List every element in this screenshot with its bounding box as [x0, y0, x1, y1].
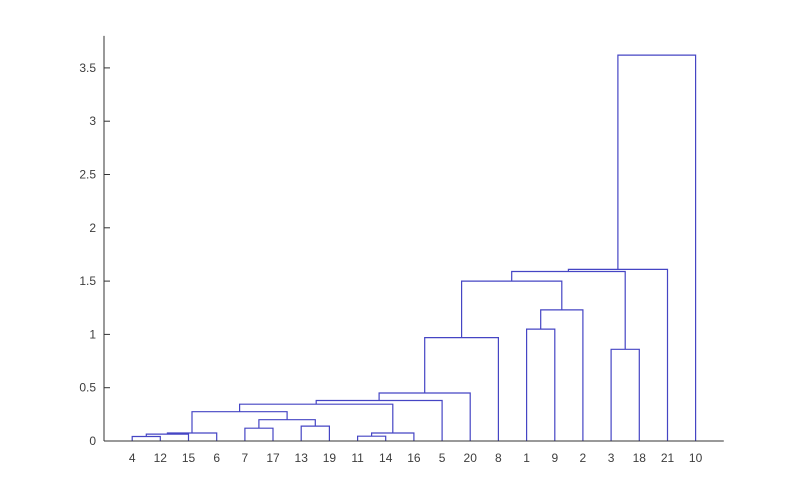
x-tick-label: 10: [689, 451, 703, 465]
x-tick-label: 1: [523, 451, 530, 465]
x-tick-label: 18: [633, 451, 647, 465]
x-tick-label: 12: [154, 451, 168, 465]
y-tick-label: 3.5: [79, 61, 96, 75]
y-tick-label: 3: [89, 114, 96, 128]
x-tick-label: 17: [266, 451, 280, 465]
cluster-link: [300, 425, 330, 441]
x-tick-label: 20: [464, 451, 478, 465]
x-tick-label: 7: [242, 451, 249, 465]
x-tick-label: 21: [661, 451, 675, 465]
y-tick-label: 0.5: [79, 381, 96, 395]
cluster-link: [258, 419, 316, 429]
cluster-link: [145, 433, 190, 441]
y-tick-label: 1: [89, 327, 96, 341]
x-tick-label: 19: [323, 451, 337, 465]
x-tick-label: 6: [213, 451, 220, 465]
axes: [103, 35, 724, 442]
y-tick-label: 1.5: [79, 274, 96, 288]
y-tick-labels: 0 0.5 1 1.5 2 2.5 3 3.5: [79, 61, 110, 448]
y-tick-label: 2.5: [79, 168, 96, 182]
cluster-link: [617, 54, 697, 441]
x-tick-label: 3: [608, 451, 615, 465]
y-tick-label: 0: [89, 434, 96, 448]
cluster-link: [526, 328, 556, 441]
x-tick-label: 15: [182, 451, 196, 465]
x-tick-label: 2: [580, 451, 587, 465]
cluster-link: [371, 432, 415, 441]
cluster-link: [424, 337, 499, 441]
x-tick-label: 8: [495, 451, 502, 465]
dendrogram-links: [131, 54, 697, 441]
x-tick-label: 16: [407, 451, 421, 465]
x-tick-label: 9: [551, 451, 558, 465]
cluster-link: [357, 435, 387, 441]
cluster-link: [244, 427, 274, 441]
x-tick-labels: 4 12 15 6 7 17 13 19 11 14 16 5 20 8 1 9 2 3 18 21 10: [129, 451, 703, 465]
x-tick-label: 4: [129, 451, 136, 465]
x-tick-label: 11: [351, 451, 364, 465]
cluster-link: [131, 435, 161, 441]
x-tick-label: 14: [379, 451, 393, 465]
cluster-link: [610, 348, 640, 441]
x-tick-label: 5: [439, 451, 446, 465]
x-tick-label: 13: [295, 451, 309, 465]
y-tick-label: 2: [89, 221, 96, 235]
cluster-link: [315, 399, 443, 441]
